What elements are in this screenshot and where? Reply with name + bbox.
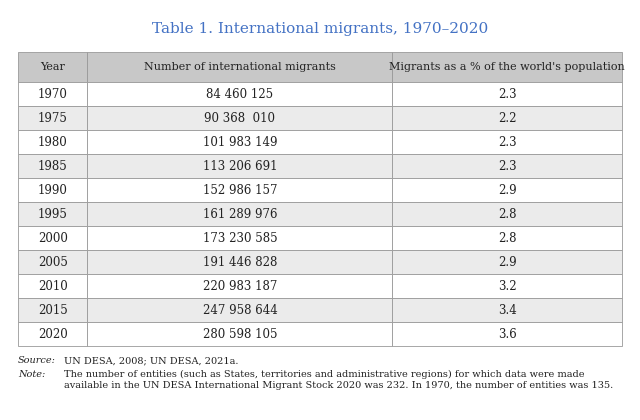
Bar (18, 178, 88, 202)
Text: 2005: 2005 (38, 255, 68, 268)
Bar (18, 130, 88, 154)
Bar (18, 298, 88, 322)
Bar (18, 202, 88, 226)
Bar (18, 274, 88, 298)
Text: 2.8: 2.8 (498, 207, 516, 220)
Text: 113 206 691: 113 206 691 (203, 160, 277, 173)
Text: 220 983 187: 220 983 187 (203, 279, 277, 292)
Text: Note:: Note: (18, 370, 45, 379)
Bar (88, 178, 392, 202)
Text: 2.3: 2.3 (498, 87, 516, 100)
Text: 2.3: 2.3 (498, 160, 516, 173)
Text: 280 598 105: 280 598 105 (203, 328, 277, 341)
Text: 247 958 644: 247 958 644 (203, 304, 277, 317)
Bar (18, 154, 88, 178)
Bar (18, 322, 88, 346)
Bar (392, 202, 622, 226)
Bar (88, 322, 392, 346)
Bar (392, 178, 622, 202)
Text: 1995: 1995 (38, 207, 68, 220)
Text: Number of international migrants: Number of international migrants (144, 62, 336, 72)
Text: 191 446 828: 191 446 828 (203, 255, 277, 268)
Text: 3.4: 3.4 (498, 304, 516, 317)
Bar (88, 82, 392, 106)
Bar (88, 298, 392, 322)
Bar (392, 226, 622, 250)
Bar (392, 130, 622, 154)
Text: 2020: 2020 (38, 328, 68, 341)
Text: 2015: 2015 (38, 304, 68, 317)
Bar (88, 130, 392, 154)
Text: 161 289 976: 161 289 976 (203, 207, 277, 220)
Text: Table 1. International migrants, 1970–2020: Table 1. International migrants, 1970–20… (152, 22, 488, 36)
Text: 2000: 2000 (38, 231, 68, 244)
Bar (88, 154, 392, 178)
Text: UN DESA, 2008; UN DESA, 2021a.: UN DESA, 2008; UN DESA, 2021a. (64, 356, 239, 365)
Text: 1990: 1990 (38, 184, 68, 197)
Bar (18, 250, 88, 274)
Text: Migrants as a % of the world's population: Migrants as a % of the world's populatio… (389, 62, 625, 72)
Text: 101 983 149: 101 983 149 (203, 136, 277, 149)
Bar (392, 298, 622, 322)
Bar (392, 154, 622, 178)
Text: 173 230 585: 173 230 585 (203, 231, 277, 244)
Text: The number of entities (such as States, territories and administrative regions) : The number of entities (such as States, … (64, 370, 613, 389)
Text: Source:: Source: (18, 356, 56, 365)
Bar (392, 82, 622, 106)
Bar (88, 226, 392, 250)
Text: 3.6: 3.6 (498, 328, 516, 341)
Text: 2.9: 2.9 (498, 184, 516, 197)
Text: 152 986 157: 152 986 157 (203, 184, 277, 197)
Bar (18, 52, 88, 82)
Bar (392, 52, 622, 82)
Bar (392, 250, 622, 274)
Text: 3.2: 3.2 (498, 279, 516, 292)
Bar (88, 52, 392, 82)
Text: Year: Year (40, 62, 65, 72)
Bar (88, 202, 392, 226)
Bar (18, 106, 88, 130)
Text: 1980: 1980 (38, 136, 68, 149)
Text: 2.8: 2.8 (498, 231, 516, 244)
Text: 2.2: 2.2 (498, 111, 516, 124)
Bar (18, 82, 88, 106)
Bar (88, 106, 392, 130)
Text: 2010: 2010 (38, 279, 68, 292)
Bar (392, 322, 622, 346)
Text: 90 368  010: 90 368 010 (204, 111, 275, 124)
Bar (392, 274, 622, 298)
Bar (88, 274, 392, 298)
Bar (88, 250, 392, 274)
Text: 84 460 125: 84 460 125 (207, 87, 273, 100)
Text: 1970: 1970 (38, 87, 68, 100)
Text: 1985: 1985 (38, 160, 68, 173)
Bar (18, 226, 88, 250)
Text: 2.9: 2.9 (498, 255, 516, 268)
Bar (392, 106, 622, 130)
Text: 1975: 1975 (38, 111, 68, 124)
Text: 2.3: 2.3 (498, 136, 516, 149)
